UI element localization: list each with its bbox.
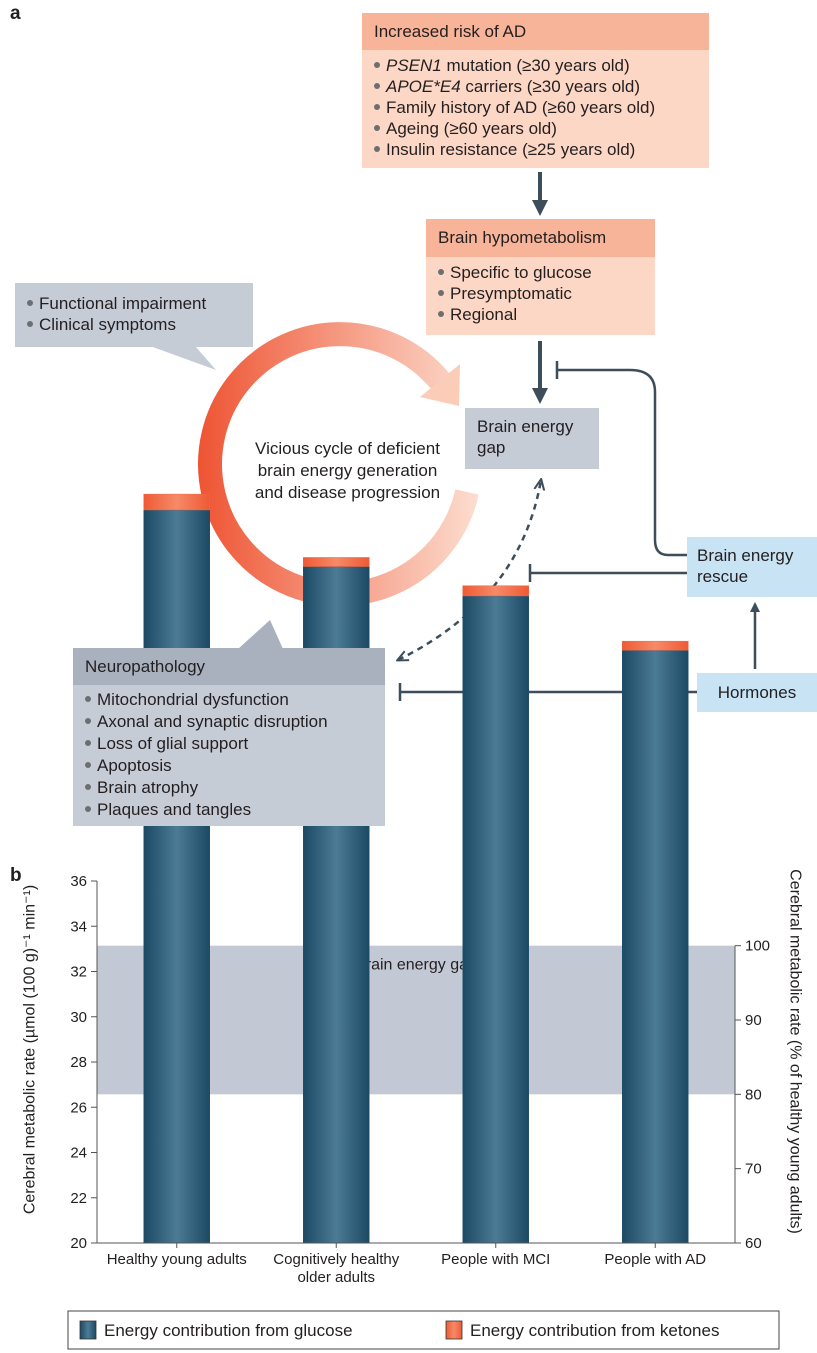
cycle-arrowhead xyxy=(420,364,460,406)
list-item: PSEN1 mutation (≥30 years old) xyxy=(374,55,697,76)
x-tick-label: Healthy young adults xyxy=(106,1251,247,1268)
item-text: Presymptomatic xyxy=(450,284,572,303)
y-tick-label: 36 xyxy=(70,873,87,890)
risk-box: Increased risk of AD PSEN1 mutation (≥30… xyxy=(362,13,709,168)
item-text: Loss of glial support xyxy=(97,734,249,753)
list-item: Axonal and synaptic disruption xyxy=(85,711,373,733)
dashed-arrow xyxy=(398,480,541,660)
item-text: Clinical symptoms xyxy=(39,315,176,334)
bar-segment xyxy=(622,649,689,1244)
rescue-box: Brain energy rescue xyxy=(687,537,817,597)
bar-segment xyxy=(622,640,689,651)
bar-segment xyxy=(303,557,370,567)
box-title: Increased risk of AD xyxy=(362,13,709,50)
list-item: Apoptosis xyxy=(85,755,373,777)
list-item: Loss of glial support xyxy=(85,733,373,755)
list-item: Brain atrophy xyxy=(85,777,373,799)
gene-name: PSEN1 xyxy=(386,56,442,75)
y-tick-label: 28 xyxy=(70,1054,87,1071)
item-text: Mitochondrial dysfunction xyxy=(97,690,289,709)
panel-label: b xyxy=(10,865,22,886)
box-title: Neuropathology xyxy=(73,648,385,685)
list-item: APOE*E4 carriers (≥30 years old) xyxy=(374,76,697,97)
list-item: Insulin resistance (≥25 years old) xyxy=(374,139,697,160)
item-text: Apoptosis xyxy=(97,756,172,775)
x-tick-label: People with AD xyxy=(604,1251,707,1268)
bar-segment xyxy=(462,595,529,1244)
item-text: Functional impairment xyxy=(39,294,207,313)
item-text: Family history of AD (≥60 years old) xyxy=(386,98,656,117)
y-tick-label: 32 xyxy=(70,964,87,981)
list-item: Mitochondrial dysfunction xyxy=(85,689,373,711)
legend-swatch xyxy=(79,1320,97,1340)
hormones-box: Hormones xyxy=(697,673,817,712)
legend-box xyxy=(67,1310,780,1350)
list-item: Ageing (≥60 years old) xyxy=(374,118,697,139)
hypometabolism-box: Brain hypometabolism Specific to glucose… xyxy=(426,219,655,335)
item-text: carriers (≥30 years old) xyxy=(460,77,641,96)
bubble-pointer xyxy=(238,620,283,649)
item-text: Specific to glucose xyxy=(450,263,592,282)
item-text: Ageing (≥60 years old) xyxy=(386,119,557,138)
y2-tick-label: 100 xyxy=(745,938,770,955)
list-item: Presymptomatic xyxy=(438,283,643,304)
y-tick-label: 22 xyxy=(70,1190,87,1207)
x-tick-label: People with MCI xyxy=(441,1251,551,1268)
item-text: mutation (≥30 years old) xyxy=(441,56,630,75)
item-text: Brain atrophy xyxy=(97,778,199,797)
neuropathology-box: Neuropathology Mitochondrial dysfunction… xyxy=(73,648,385,826)
y-tick-label: 30 xyxy=(70,1009,87,1026)
item-list: Mitochondrial dysfunction Axonal and syna… xyxy=(73,685,385,826)
y2-axis-label: Cerebral metabolic rate (% of healthy yo… xyxy=(786,869,804,1234)
gap-box: Brain energy gap xyxy=(465,408,599,469)
y2-tick-label: 70 xyxy=(745,1161,762,1178)
legend-label: Energy contribution from ketones xyxy=(470,1321,719,1340)
x-tick-label: Cognitively healthy older adults xyxy=(273,1251,400,1286)
item-text: Axonal and synaptic disruption xyxy=(97,712,328,731)
list-item: Family history of AD (≥60 years old) xyxy=(374,97,697,118)
item-list: Functional impairment Clinical symptoms xyxy=(15,283,253,340)
y2-tick-label: 80 xyxy=(745,1086,762,1103)
item-text: Plaques and tangles xyxy=(97,800,252,819)
y-axis-label: Cerebral metabolic rate (µmol (100 g)⁻¹ … xyxy=(21,884,39,1215)
list-item: Plaques and tangles xyxy=(85,799,373,821)
list-item: Functional impairment xyxy=(27,293,241,314)
item-list: PSEN1 mutation (≥30 years old) APOE*E4 ca… xyxy=(362,50,709,165)
bar-segment xyxy=(143,509,210,1244)
y-tick-label: 24 xyxy=(70,1145,87,1162)
item-text: Regional xyxy=(450,305,518,324)
gene-name: APOE*E4 xyxy=(386,77,461,96)
cycle-text: Vicious cycle of deficient brain energy … xyxy=(254,439,441,502)
box-title: Brain hypometabolism xyxy=(426,219,655,257)
inhibit-line xyxy=(557,368,687,557)
y-tick-label: 26 xyxy=(70,1099,87,1116)
y2-tick-label: 60 xyxy=(745,1235,762,1252)
y-tick-label: 20 xyxy=(70,1235,87,1252)
item-list: Specific to glucose Presymptomatic Regiona… xyxy=(426,257,655,330)
bar-segment xyxy=(462,585,529,597)
y2-tick-label: 90 xyxy=(745,1012,762,1029)
list-item: Clinical symptoms xyxy=(27,314,241,335)
legend-label: Energy contribution from glucose xyxy=(104,1321,353,1340)
symptoms-box: Functional impairment Clinical symptoms xyxy=(15,283,253,347)
bubble-pointer xyxy=(150,346,216,370)
legend-swatch xyxy=(445,1320,463,1340)
band-label: Brain energy gap xyxy=(355,957,477,974)
item-text: Insulin resistance (≥25 years old) xyxy=(386,140,636,159)
bar-segment xyxy=(143,493,210,511)
list-item: Specific to glucose xyxy=(438,262,643,283)
list-item: Regional xyxy=(438,304,643,325)
panel-label: a xyxy=(10,3,21,24)
y-tick-label: 34 xyxy=(70,918,87,935)
